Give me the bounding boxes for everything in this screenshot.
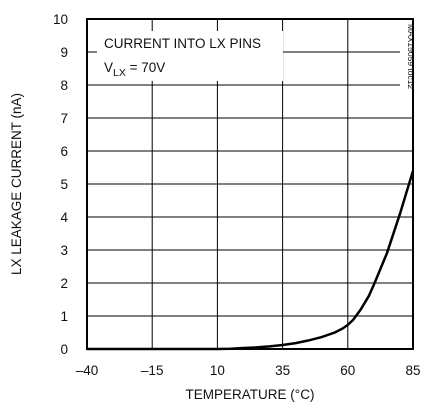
x-tick-labels: –40 –15 10 35 60 85	[76, 363, 421, 378]
x-axis-title: TEMPERATURE (°C)	[186, 387, 315, 402]
annotation-v: V	[104, 60, 113, 75]
x-tick-label: 35	[275, 363, 290, 378]
x-tick-label: 85	[405, 363, 420, 378]
series-line	[87, 170, 415, 351]
x-tick-label: 10	[210, 363, 225, 378]
y-tick-label: 6	[60, 144, 68, 159]
plot-frame	[86, 18, 414, 350]
y-tick-label: 10	[53, 12, 68, 27]
annotation-line-2: VLX = 70V	[104, 60, 165, 79]
annotation-line-1: CURRENT INTO LX PINS	[104, 36, 261, 51]
y-tick-label: 4	[60, 210, 68, 225]
figure-id-backdrop	[400, 22, 411, 94]
y-tick-labels: 0 1 2 3 4 5 6 7 8 9 10	[53, 12, 69, 357]
y-tick-label: 3	[60, 243, 68, 258]
y-tick-label: 5	[60, 177, 68, 192]
y-tick-label: 0	[60, 342, 68, 357]
y-tick-label: 8	[60, 78, 68, 93]
annotation-backdrop	[97, 31, 283, 81]
y-axis-title: LX LEAKAGE CURRENT (nA)	[9, 93, 24, 275]
y-tick-label: 2	[60, 276, 68, 291]
annotation-subscript: LX	[113, 67, 126, 79]
y-tick-label: 9	[60, 45, 68, 60]
x-tick-label: –40	[76, 363, 99, 378]
x-tick-label: –15	[141, 363, 164, 378]
x-tick-label: 60	[340, 363, 355, 378]
annotation-value: = 70V	[126, 60, 165, 75]
y-tick-label: 7	[60, 111, 68, 126]
y-tick-label: 1	[60, 309, 68, 324]
figure-id: MAX15059 toc12	[406, 24, 416, 89]
